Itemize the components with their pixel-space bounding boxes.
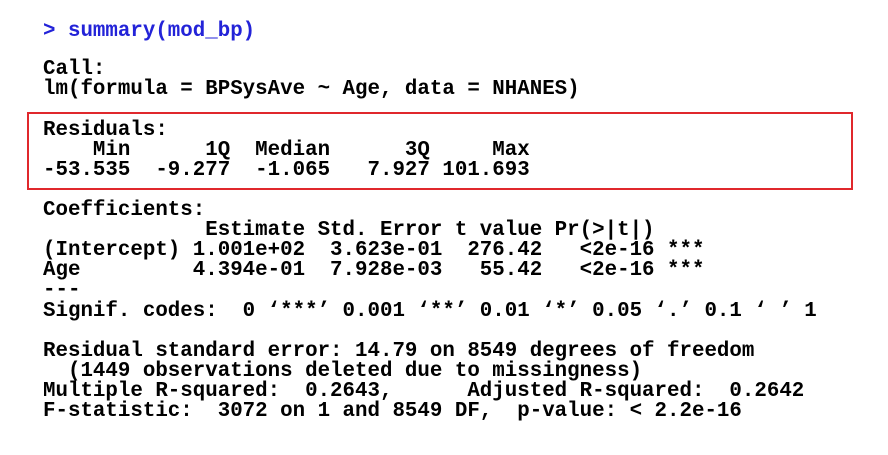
- coefficients-label: Coefficients:: [43, 199, 206, 222]
- residuals-values: -53.535 -9.277 -1.065 7.927 101.693: [43, 159, 530, 182]
- summary-line: Residual standard error: 14.79 on 8549 d…: [43, 340, 755, 363]
- call-label: Call:: [43, 58, 106, 81]
- command: > summary(mod_bp): [43, 20, 256, 43]
- signif-codes: Signif. codes: 0 ‘***’ 0.001 ‘**’ 0.01 ‘…: [43, 300, 817, 323]
- residuals-label: Residuals:: [43, 119, 168, 142]
- coefficients-row: (Intercept) 1.001e+02 3.623e-01 276.42 <…: [43, 239, 705, 262]
- coefficients-header: Estimate Std. Error t value Pr(>|t|): [43, 219, 655, 242]
- highlight-box: [27, 112, 853, 190]
- call-formula: lm(formula = BPSysAve ~ Age, data = NHAN…: [43, 78, 580, 101]
- separator: ---: [43, 279, 81, 302]
- residuals-header: Min 1Q Median 3Q Max: [43, 139, 530, 162]
- summary-line: (1449 observations deleted due to missin…: [43, 360, 643, 383]
- summary-line: F-statistic: 3072 on 1 and 8549 DF, p-va…: [43, 400, 742, 423]
- coefficients-row: Age 4.394e-01 7.928e-03 55.42 <2e-16 ***: [43, 259, 705, 282]
- summary-line: Multiple R-squared: 0.2643, Adjusted R-s…: [43, 380, 805, 403]
